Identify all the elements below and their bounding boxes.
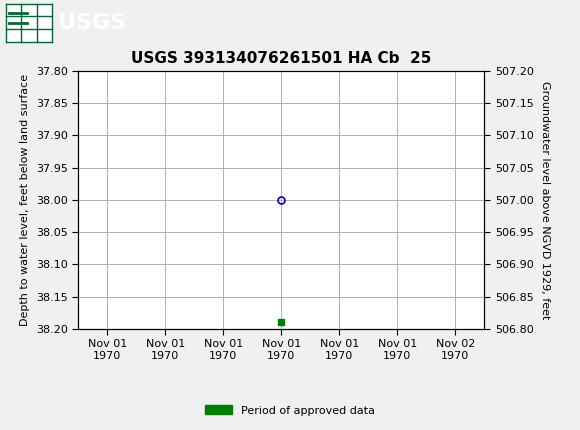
Bar bbox=[6, 3, 52, 42]
Text: USGS: USGS bbox=[58, 12, 126, 33]
Title: USGS 393134076261501 HA Cb  25: USGS 393134076261501 HA Cb 25 bbox=[131, 51, 432, 66]
Legend: Period of approved data: Period of approved data bbox=[200, 401, 380, 420]
Y-axis label: Groundwater level above NGVD 1929, feet: Groundwater level above NGVD 1929, feet bbox=[540, 81, 550, 319]
Y-axis label: Depth to water level, feet below land surface: Depth to water level, feet below land su… bbox=[20, 74, 31, 326]
